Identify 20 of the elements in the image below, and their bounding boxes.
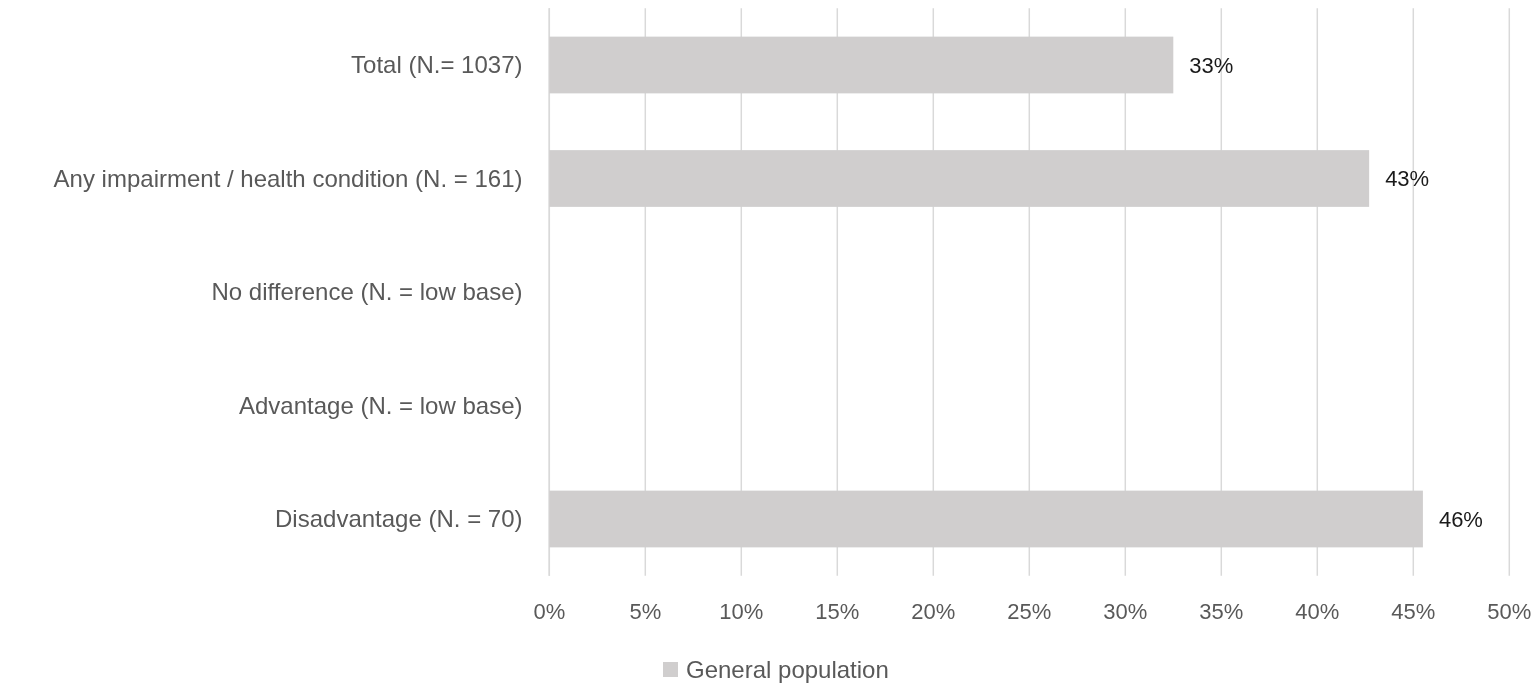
x-tick-label: 30% [1103, 599, 1148, 625]
data-label: 33% [1189, 52, 1234, 78]
x-tick-label: 40% [1295, 599, 1340, 625]
y-tick-label: Disadvantage (N. = 70) [275, 505, 523, 533]
y-tick-label: No difference (N. = low base) [211, 278, 523, 306]
y-tick-label: Total (N.= 1037) [351, 51, 523, 79]
x-tick-label: 50% [1487, 599, 1532, 625]
y-tick-label: Any impairment / health condition (N. = 161) [53, 164, 523, 192]
x-tick-label: 45% [1391, 599, 1436, 625]
x-tick-label: 20% [911, 599, 956, 625]
x-tick-label: 5% [629, 599, 662, 625]
data-label: 46% [1438, 506, 1483, 532]
data-label: 43% [1385, 166, 1430, 192]
x-tick-label: 35% [1199, 599, 1244, 625]
y-tick-label: Advantage (N. = low base) [239, 391, 523, 419]
x-tick-label: 0% [533, 599, 566, 625]
x-tick-label: 10% [719, 599, 764, 625]
x-tick-label: 25% [1007, 599, 1052, 625]
x-tick-label: 15% [815, 599, 860, 625]
legend-label: General population [686, 655, 889, 683]
